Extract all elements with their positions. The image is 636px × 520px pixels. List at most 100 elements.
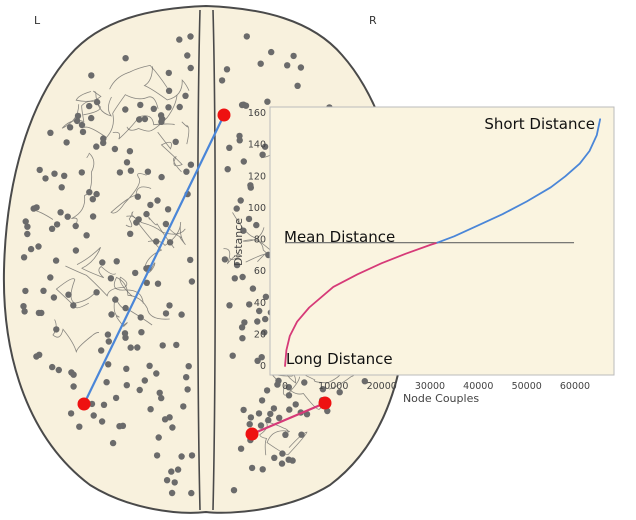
sulcus-line — [113, 276, 170, 320]
x-tick-label: 30000 — [415, 381, 445, 392]
network-node — [90, 412, 97, 419]
network-node — [290, 52, 297, 60]
network-node — [218, 77, 226, 84]
network-node — [53, 326, 60, 333]
network-node — [98, 347, 105, 354]
sulcus-line — [61, 100, 101, 129]
network-node — [136, 116, 143, 123]
sulcus-line — [52, 319, 100, 353]
network-node — [256, 307, 263, 315]
network-node — [136, 386, 143, 394]
network-node — [248, 464, 256, 472]
network-node — [127, 167, 135, 174]
network-node — [285, 384, 292, 391]
network-node — [79, 128, 87, 136]
network-node — [93, 143, 100, 150]
network-node — [255, 410, 263, 417]
network-node — [247, 182, 254, 189]
network-node — [224, 166, 231, 173]
sulcus-line — [126, 95, 178, 132]
network-node — [246, 421, 253, 428]
network-node — [150, 105, 157, 113]
sulcus-line — [157, 131, 183, 173]
network-node — [226, 302, 233, 309]
network-node — [112, 394, 120, 402]
network-node — [249, 285, 257, 292]
sulcus-line — [55, 278, 98, 309]
network-node — [253, 221, 260, 229]
y-tick-label: 140 — [248, 140, 266, 151]
sulcus-line — [227, 253, 242, 264]
network-node — [146, 362, 153, 369]
y-tick-label: 40 — [254, 298, 266, 309]
network-node — [178, 311, 185, 318]
network-node — [49, 363, 56, 371]
network-node — [147, 201, 154, 209]
y-tick-label: 0 — [260, 361, 266, 372]
network-node — [153, 238, 160, 245]
network-node — [70, 383, 77, 390]
network-node — [107, 275, 115, 282]
network-node — [259, 151, 266, 158]
network-node — [239, 273, 246, 281]
network-node — [63, 139, 70, 146]
hub-node-top — [217, 108, 231, 122]
network-node — [143, 210, 150, 218]
network-node — [141, 377, 148, 384]
network-node — [233, 261, 241, 269]
network-node — [24, 223, 31, 230]
network-node — [21, 308, 28, 315]
network-node — [240, 406, 247, 414]
network-node — [162, 310, 170, 317]
network-node — [100, 401, 108, 408]
fissure-right — [212, 9, 217, 511]
network-node — [93, 98, 101, 106]
x-tick-label: 60000 — [560, 381, 590, 392]
network-node — [183, 168, 190, 175]
network-node — [70, 302, 77, 309]
hub-node-right — [318, 396, 332, 410]
left-hemisphere-label: L — [34, 14, 41, 27]
network-node — [286, 406, 293, 413]
network-node — [166, 302, 173, 309]
network-node — [74, 112, 82, 120]
network-node — [108, 311, 115, 318]
network-node — [137, 314, 144, 321]
network-node — [116, 169, 124, 176]
long-distance-series — [284, 241, 439, 367]
network-node — [109, 439, 117, 447]
network-node — [165, 69, 172, 77]
short-distance-series — [436, 118, 601, 244]
network-node — [93, 289, 100, 296]
sulcus-line — [147, 221, 186, 246]
network-node — [83, 232, 90, 239]
network-node — [168, 468, 175, 475]
network-node — [27, 245, 35, 253]
network-node — [165, 104, 172, 111]
network-node — [236, 137, 243, 144]
network-node — [262, 315, 269, 323]
sulcus-line — [71, 152, 95, 227]
network-node — [53, 221, 61, 228]
network-node — [72, 247, 80, 254]
network-node — [239, 335, 246, 342]
y-tick-label: 160 — [248, 108, 266, 119]
network-node — [259, 466, 266, 473]
network-node — [20, 303, 27, 310]
network-node — [141, 115, 149, 123]
network-node — [270, 405, 278, 412]
x-tick-label: 20000 — [367, 381, 397, 392]
network-node — [188, 489, 195, 497]
network-node — [158, 173, 165, 181]
network-node — [122, 304, 129, 312]
network-node — [78, 121, 86, 129]
network-node — [240, 227, 247, 234]
network-node — [231, 275, 238, 282]
network-node — [294, 82, 301, 90]
network-node — [262, 293, 270, 300]
network-node — [33, 204, 40, 211]
network-node — [169, 424, 176, 431]
network-node — [138, 329, 145, 336]
network-node — [178, 453, 185, 460]
network-node — [257, 422, 265, 429]
